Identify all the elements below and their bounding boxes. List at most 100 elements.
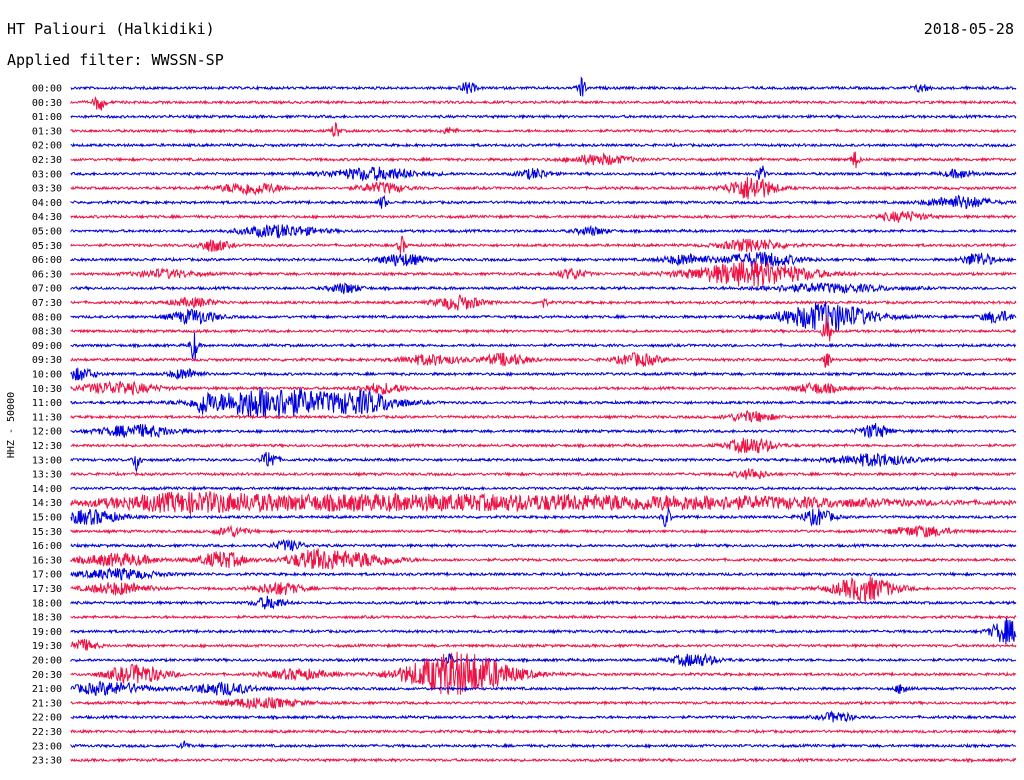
time-label: 03:30 bbox=[32, 184, 62, 195]
trace-line bbox=[70, 352, 1017, 368]
time-label: 07:00 bbox=[32, 284, 62, 295]
time-label: 20:30 bbox=[32, 670, 62, 681]
trace-line bbox=[70, 95, 1017, 111]
time-label: 22:30 bbox=[32, 727, 62, 738]
trace-line bbox=[70, 380, 1017, 396]
time-label: 23:00 bbox=[32, 741, 62, 752]
time-label: 15:00 bbox=[32, 513, 62, 524]
trace-line bbox=[70, 595, 1017, 610]
trace-line bbox=[70, 468, 1017, 480]
time-label: 02:30 bbox=[32, 155, 62, 166]
time-label: 00:00 bbox=[32, 84, 62, 95]
time-label: 19:30 bbox=[32, 641, 62, 652]
trace-line bbox=[70, 451, 1017, 473]
trace-line bbox=[70, 76, 1017, 97]
time-label: 23:30 bbox=[32, 756, 62, 767]
time-label: 05:00 bbox=[32, 227, 62, 238]
time-label: 16:00 bbox=[32, 541, 62, 552]
station-title: HT Paliouri (Halkidiki) bbox=[7, 20, 215, 38]
time-label: 16:30 bbox=[32, 555, 62, 566]
trace-line bbox=[70, 651, 1017, 695]
time-label: 09:00 bbox=[32, 341, 62, 352]
time-label: 18:00 bbox=[32, 598, 62, 609]
trace-line bbox=[70, 680, 1017, 696]
trace-line bbox=[70, 314, 1017, 342]
trace-line bbox=[70, 638, 1017, 651]
time-label: 14:30 bbox=[32, 498, 62, 509]
trace-line bbox=[70, 437, 1017, 454]
time-label: 08:00 bbox=[32, 312, 62, 323]
trace-line bbox=[70, 410, 1017, 423]
time-label: 22:00 bbox=[32, 713, 62, 724]
time-label: 07:30 bbox=[32, 298, 62, 309]
time-label: 10:00 bbox=[32, 370, 62, 381]
trace-line bbox=[70, 151, 1017, 169]
time-label: 21:00 bbox=[32, 684, 62, 695]
trace-line bbox=[70, 490, 1017, 516]
time-label: 01:00 bbox=[32, 112, 62, 123]
time-label: 12:30 bbox=[32, 441, 62, 452]
trace-line bbox=[70, 332, 1017, 361]
time-label: 02:00 bbox=[32, 141, 62, 152]
trace-line bbox=[70, 194, 1017, 210]
time-label: 17:00 bbox=[32, 570, 62, 581]
trace-line bbox=[70, 524, 1017, 538]
trace-line bbox=[70, 301, 1017, 332]
channel-label: HHZ - 50000 bbox=[6, 392, 17, 458]
trace-line bbox=[70, 165, 1017, 182]
trace-line bbox=[70, 710, 1017, 723]
time-label: 19:00 bbox=[32, 627, 62, 638]
time-label: 10:30 bbox=[32, 384, 62, 395]
time-label: 13:30 bbox=[32, 470, 62, 481]
trace-line bbox=[70, 176, 1017, 200]
trace-line bbox=[70, 282, 1017, 295]
time-label: 14:00 bbox=[32, 484, 62, 495]
trace-line bbox=[70, 121, 1017, 137]
trace-line bbox=[70, 613, 1017, 620]
time-label: 09:30 bbox=[32, 355, 62, 366]
trace-line bbox=[70, 251, 1017, 268]
trace-line bbox=[70, 728, 1017, 735]
time-label: 12:00 bbox=[32, 427, 62, 438]
time-label: 00:30 bbox=[32, 98, 62, 109]
trace-line bbox=[70, 652, 1017, 668]
trace-line bbox=[70, 367, 1017, 381]
trace-line bbox=[70, 757, 1017, 764]
time-label: 04:00 bbox=[32, 198, 62, 209]
trace-line bbox=[70, 548, 1017, 571]
trace-line bbox=[70, 224, 1017, 239]
time-label: 05:30 bbox=[32, 241, 62, 252]
time-label: 06:00 bbox=[32, 255, 62, 266]
time-label: 21:30 bbox=[32, 698, 62, 709]
trace-line bbox=[70, 294, 1017, 311]
trace-line bbox=[70, 485, 1017, 492]
trace-line bbox=[70, 387, 1017, 419]
time-label: 15:30 bbox=[32, 527, 62, 538]
time-label: 11:00 bbox=[32, 398, 62, 409]
time-label: 01:30 bbox=[32, 126, 62, 137]
time-label: 11:30 bbox=[32, 412, 62, 423]
time-label: 04:30 bbox=[32, 212, 62, 223]
trace-line bbox=[70, 210, 1017, 223]
trace-line bbox=[70, 740, 1017, 750]
trace-line bbox=[70, 697, 1017, 710]
trace-line bbox=[70, 235, 1017, 254]
time-label: 03:00 bbox=[32, 169, 62, 180]
trace-line bbox=[70, 567, 1017, 581]
trace-rows: 00:00 00:30 01:00 01:30 02:00 02:30 03:00 03:30… bbox=[32, 76, 1017, 767]
trace-line bbox=[70, 507, 1017, 528]
time-label: 06:30 bbox=[32, 269, 62, 280]
trace-line bbox=[70, 576, 1017, 603]
time-label: 17:30 bbox=[32, 584, 62, 595]
trace-line bbox=[70, 141, 1017, 149]
time-label: 18:30 bbox=[32, 613, 62, 624]
trace-line bbox=[70, 261, 1017, 287]
trace-line bbox=[70, 423, 1017, 439]
trace-line bbox=[70, 538, 1017, 552]
time-label: 20:00 bbox=[32, 656, 62, 667]
filter-label: Applied filter: WWSSN-SP bbox=[7, 51, 224, 69]
time-label: 13:00 bbox=[32, 455, 62, 466]
date-label: 2018-05-28 bbox=[923, 20, 1014, 38]
trace-line bbox=[70, 618, 1017, 645]
